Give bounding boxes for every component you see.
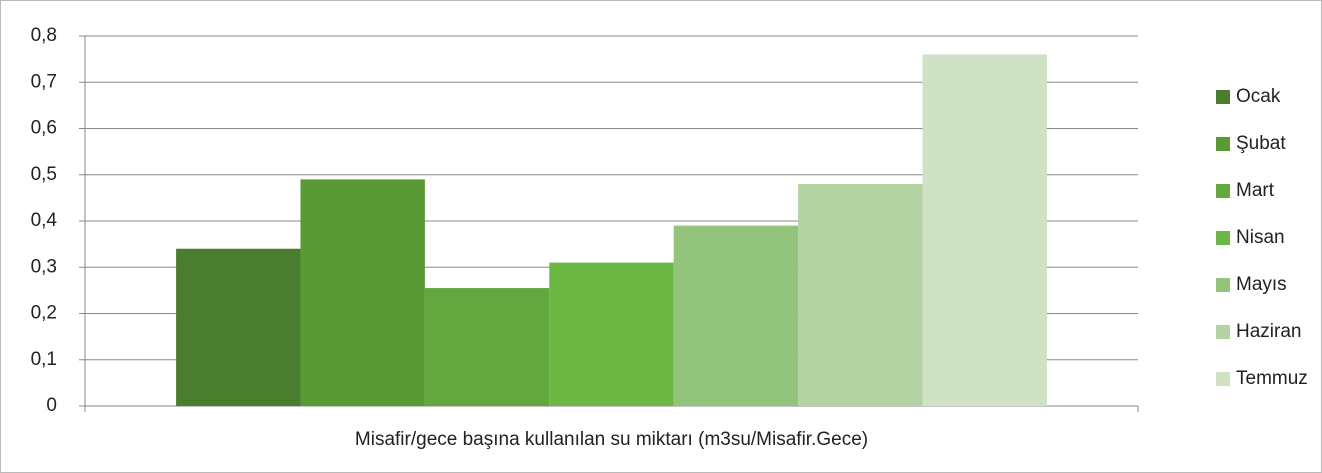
y-tick-label: 0,6 [31, 118, 57, 139]
bar [673, 225, 799, 406]
y-tick-label: 0 [46, 395, 57, 416]
y-tick-label: 0,1 [31, 349, 57, 370]
legend-swatch [1216, 325, 1230, 339]
legend-label: Mayıs [1236, 274, 1287, 295]
y-tick-label: 0,7 [31, 71, 57, 92]
legend-label: Haziran [1236, 321, 1301, 342]
x-tick-label: Misafir/gece başına kullanılan su miktar… [355, 429, 868, 450]
y-tick-label: 0,8 [31, 25, 57, 46]
bar [549, 262, 674, 406]
y-tick-label: 0,5 [31, 164, 57, 185]
legend-swatch [1216, 372, 1230, 386]
y-tick-label: 0,3 [31, 256, 57, 277]
y-tick-label: 0,2 [31, 303, 57, 324]
legend-swatch [1216, 231, 1230, 245]
bar [176, 248, 301, 406]
legend-swatch [1216, 278, 1230, 292]
legend-label: Temmuz [1236, 368, 1308, 389]
legend-label: Şubat [1236, 133, 1286, 154]
bar [300, 179, 425, 406]
bar [922, 54, 1047, 406]
legend-swatch [1216, 137, 1230, 151]
bar [424, 288, 550, 406]
bar [798, 184, 923, 406]
y-tick-label: 0,4 [31, 210, 58, 231]
legend-swatch [1216, 90, 1230, 104]
legend-label: Mart [1236, 180, 1275, 201]
legend-label: Nisan [1236, 227, 1285, 248]
legend-label: Ocak [1236, 86, 1281, 107]
legend-swatch [1216, 184, 1230, 198]
